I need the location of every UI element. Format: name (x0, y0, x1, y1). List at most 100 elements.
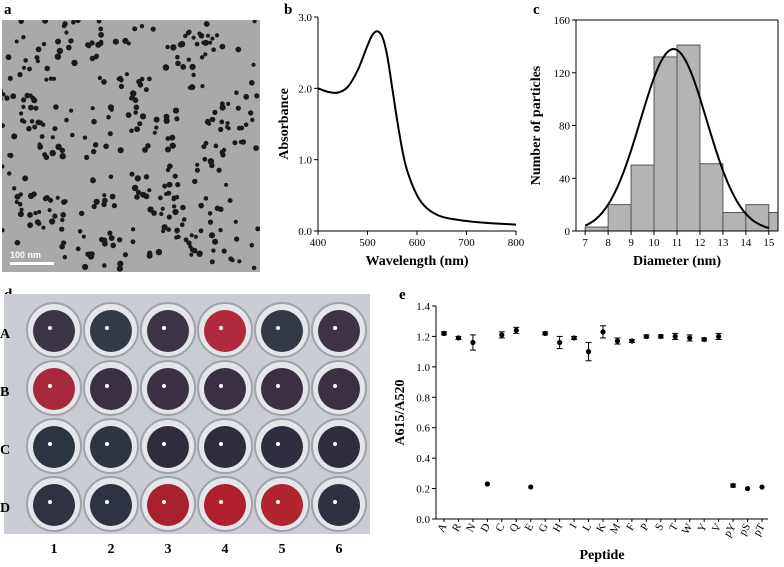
nanoparticle (23, 58, 29, 63)
nanoparticle (147, 188, 152, 193)
x-tick-label: Y (695, 521, 709, 534)
nanoparticle (5, 54, 12, 61)
nanoparticle (213, 143, 219, 149)
nanoparticle (207, 211, 213, 216)
nanoparticle (230, 257, 235, 263)
nanoparticle (53, 104, 59, 110)
well-reflection (162, 326, 166, 330)
nanoparticle (186, 240, 192, 246)
nanoparticle (108, 235, 115, 242)
nanoparticle (203, 140, 209, 146)
nanoparticle (107, 104, 114, 111)
nanoparticle (107, 131, 113, 137)
histogram-bar (699, 163, 724, 232)
nanoparticle (193, 234, 198, 239)
nanoparticle (174, 235, 179, 240)
x-tick-label: K (594, 521, 608, 534)
data-point (759, 484, 765, 490)
nanoparticle (147, 76, 152, 82)
nanoparticle (249, 242, 255, 248)
nanoparticle (166, 181, 173, 188)
nanoparticle (62, 21, 68, 27)
nanoparticle (2, 97, 3, 101)
y-tick-label: 40 (559, 173, 571, 185)
nanoparticle (233, 219, 238, 224)
nanoparticle (41, 41, 47, 47)
well-reflection (48, 442, 52, 446)
nanoparticle (99, 236, 105, 243)
y-tick-label: 2.0 (298, 83, 312, 95)
nanoparticle (170, 143, 176, 149)
nanoparticle (169, 134, 176, 141)
nanoparticle (116, 76, 121, 81)
nanoparticle (189, 63, 196, 70)
well-plate (4, 294, 370, 534)
nanoparticle (79, 210, 85, 217)
panel-label-c: c (533, 2, 540, 18)
nanoparticle (133, 104, 140, 111)
y-tick-label: 1.0 (298, 155, 312, 167)
data-point (643, 333, 649, 340)
nanoparticle (54, 53, 62, 60)
nanoparticle (11, 133, 18, 140)
nanoparticle (130, 227, 136, 232)
nanoparticle (192, 178, 198, 185)
well-reflection (162, 442, 166, 446)
well-solution (33, 310, 75, 352)
well-reflection (276, 500, 280, 504)
panel-label-e: e (399, 287, 406, 303)
nanoparticle (42, 20, 49, 24)
nanoparticle (219, 104, 226, 111)
nanoparticle (117, 147, 124, 154)
nanoparticle (37, 210, 42, 214)
nanoparticle (171, 204, 177, 209)
nanoparticle (2, 92, 6, 97)
nanoparticle (34, 55, 40, 61)
nanoparticle (117, 260, 124, 267)
row-label: B (0, 385, 9, 400)
nanoparticle (27, 66, 32, 72)
nanoparticle (22, 65, 26, 70)
nanoparticle (134, 175, 141, 182)
nanoparticle (225, 125, 230, 129)
well-reflection (276, 326, 280, 330)
nanoparticle (175, 54, 180, 60)
nanoparticle (82, 135, 88, 140)
well-solution (318, 484, 360, 526)
nanoparticle (162, 64, 170, 71)
well-solution (204, 368, 246, 410)
nanoparticle (161, 224, 168, 231)
x-tick-label: 13 (717, 237, 729, 249)
nanoparticle (27, 222, 33, 229)
well-solution (147, 368, 189, 410)
nanoparticle (89, 251, 95, 257)
row-label: A (0, 327, 11, 342)
nanoparticle (154, 125, 159, 130)
x-axis-label: Diameter (nm) (633, 254, 721, 269)
nanoparticle (140, 191, 147, 198)
x-tick-label: 12 (694, 237, 705, 249)
y-tick-label: 0.0 (298, 226, 312, 238)
well-solution (90, 368, 132, 410)
data-point (441, 330, 447, 336)
nanoparticle (216, 167, 222, 173)
nanoparticle (250, 117, 255, 123)
column-label: 6 (336, 542, 343, 557)
nanoparticle (90, 106, 95, 111)
panel-label-b: b (284, 2, 293, 18)
y-tick-label: 1.2 (416, 331, 430, 343)
nanoparticle (187, 85, 192, 90)
nanoparticle (93, 54, 99, 60)
x-axis-label: Peptide (579, 548, 624, 563)
nanoparticle (2, 89, 3, 94)
well-solution (261, 484, 303, 526)
nanoparticle (204, 118, 211, 125)
nanoparticle (203, 52, 208, 57)
row-label: C (0, 443, 10, 458)
nanoparticle (208, 40, 213, 45)
well-reflection (105, 500, 109, 504)
nanoparticle (14, 239, 21, 246)
histogram-bar (768, 212, 779, 232)
x-tick-label: N (464, 521, 478, 534)
nanoparticle (17, 72, 23, 78)
